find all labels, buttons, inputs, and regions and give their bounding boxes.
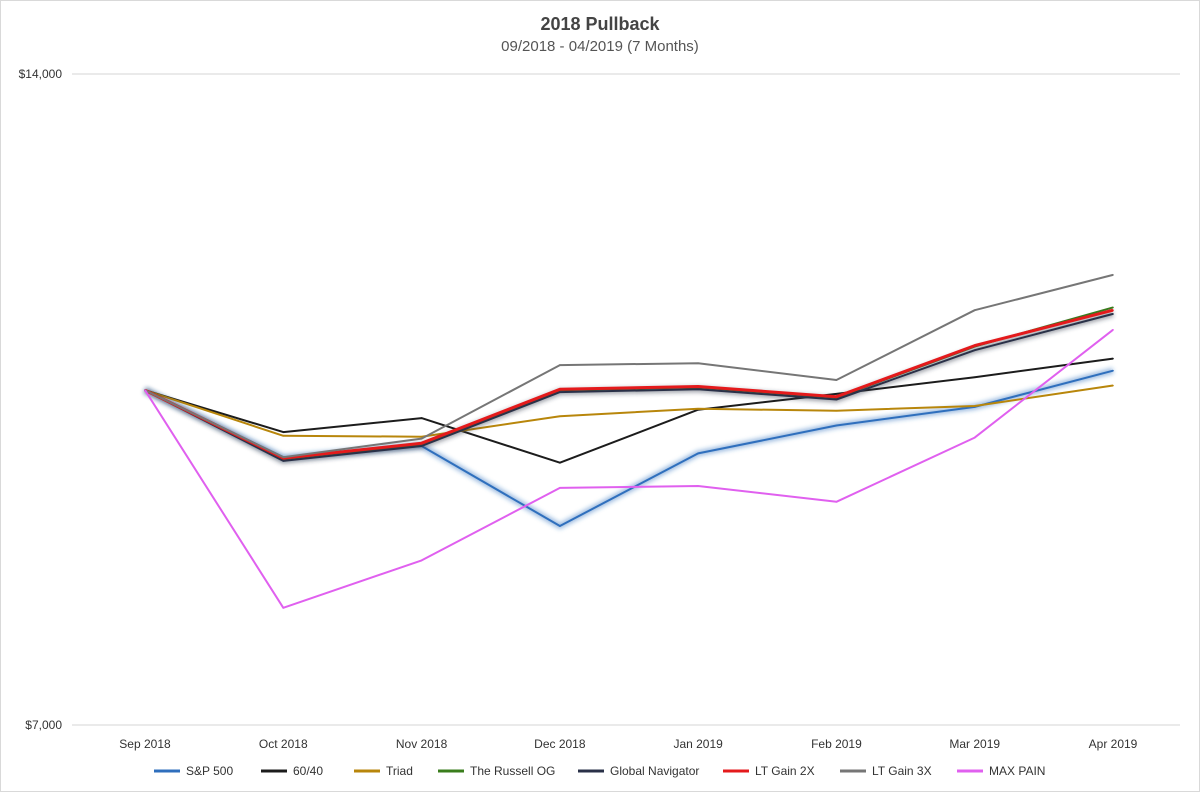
data-point xyxy=(1112,369,1114,372)
data-point xyxy=(1112,357,1114,360)
data-point xyxy=(420,559,423,562)
legend-item[interactable]: LT Gain 3X xyxy=(840,764,932,778)
legend-item[interactable]: Global Navigator xyxy=(578,764,699,778)
legend-item[interactable]: Triad xyxy=(354,764,413,778)
data-point xyxy=(697,408,699,410)
chart-subtitle: 09/2018 - 04/2019 (7 Months) xyxy=(501,38,699,55)
legend-label: LT Gain 2X xyxy=(755,764,815,778)
y-tick-label: $14,000 xyxy=(19,67,63,81)
series-line-max-pain xyxy=(144,329,1114,609)
data-point xyxy=(1112,328,1114,331)
data-point xyxy=(973,344,976,347)
data-point xyxy=(420,437,423,440)
data-point xyxy=(559,364,561,366)
series-line-global-navigator xyxy=(144,312,1114,462)
data-point xyxy=(420,445,423,447)
x-tick-label: Mar 2019 xyxy=(949,737,1000,751)
legend-label: The Russell OG xyxy=(470,764,555,778)
data-point xyxy=(282,431,285,433)
data-point xyxy=(835,424,838,427)
x-tick-label: Apr 2019 xyxy=(1089,737,1138,751)
x-tick-label: Jan 2019 xyxy=(673,737,723,751)
data-point xyxy=(973,436,976,439)
legend-item[interactable]: LT Gain 2X xyxy=(723,764,815,778)
data-point xyxy=(835,501,838,503)
x-tick-label: Oct 2018 xyxy=(259,737,308,751)
x-tick-label: Dec 2018 xyxy=(534,737,586,751)
data-point xyxy=(1112,274,1114,276)
data-point xyxy=(973,376,976,378)
data-point xyxy=(697,388,699,391)
series-line-60-40 xyxy=(144,357,1114,464)
data-point xyxy=(835,379,838,381)
data-point xyxy=(973,309,976,312)
data-point xyxy=(559,487,561,489)
data-point xyxy=(559,461,561,464)
series-line-triad xyxy=(144,384,1114,438)
data-point xyxy=(973,405,976,407)
series-line-s-p-500 xyxy=(144,369,1114,527)
data-point xyxy=(144,389,146,392)
data-point xyxy=(559,525,561,527)
data-point xyxy=(282,456,285,458)
data-point xyxy=(1112,313,1114,315)
legend-label: 60/40 xyxy=(293,764,323,778)
series-line-lt-gain-3x xyxy=(144,273,1114,459)
data-point xyxy=(559,388,561,391)
legend-item[interactable]: S&P 500 xyxy=(154,764,233,778)
series-glow xyxy=(143,367,1114,529)
x-tick-label: Sep 2018 xyxy=(119,737,171,751)
data-point xyxy=(282,460,285,462)
x-tick-label: Nov 2018 xyxy=(396,737,448,751)
data-point xyxy=(282,607,285,609)
data-point xyxy=(697,362,699,365)
legend-label: Triad xyxy=(386,764,413,778)
legend-item[interactable]: MAX PAIN xyxy=(957,764,1045,778)
chart-title: 2018 Pullback xyxy=(540,14,660,34)
series-line-lt-gain-2x xyxy=(144,308,1114,460)
legend-label: MAX PAIN xyxy=(989,764,1045,778)
data-point xyxy=(282,434,285,437)
legend-item[interactable]: 60/40 xyxy=(261,764,323,778)
data-point xyxy=(697,485,699,487)
legend-label: Global Navigator xyxy=(610,764,699,778)
data-point xyxy=(420,435,423,438)
data-point xyxy=(835,409,838,412)
data-point xyxy=(420,442,423,445)
data-point xyxy=(1112,309,1114,312)
data-point xyxy=(1112,306,1114,309)
data-point xyxy=(835,395,838,398)
data-point xyxy=(697,385,699,388)
data-point xyxy=(559,415,561,418)
data-point xyxy=(1112,384,1114,387)
data-point xyxy=(973,349,976,352)
legend-label: S&P 500 xyxy=(186,764,233,778)
x-tick-label: Feb 2019 xyxy=(811,737,862,751)
data-point xyxy=(697,452,699,455)
data-point xyxy=(835,393,838,395)
legend-label: LT Gain 3X xyxy=(872,764,932,778)
y-tick-label: $7,000 xyxy=(25,718,62,732)
data-point xyxy=(835,398,838,401)
data-point xyxy=(420,417,423,419)
data-point xyxy=(559,391,561,393)
legend-item[interactable]: The Russell OG xyxy=(438,764,555,778)
